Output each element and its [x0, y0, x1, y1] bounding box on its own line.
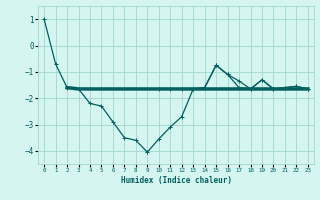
X-axis label: Humidex (Indice chaleur): Humidex (Indice chaleur) [121, 176, 231, 185]
